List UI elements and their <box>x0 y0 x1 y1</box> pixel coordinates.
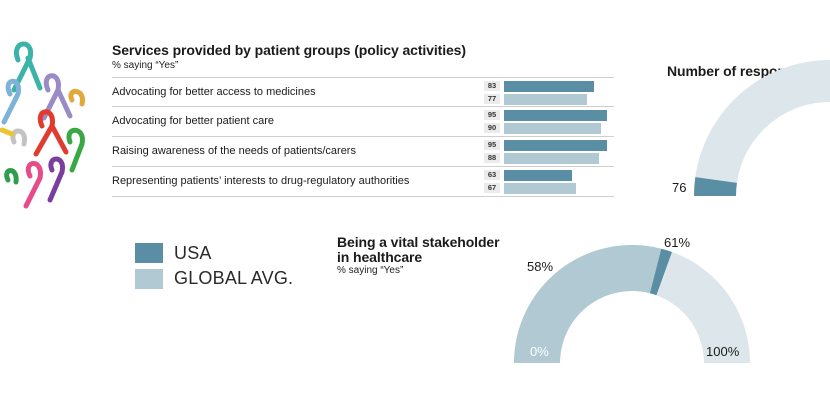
legend-global-label: GLOBAL AVG. <box>174 268 294 288</box>
stakeholder-title-line1: Being a vital stakeholder <box>337 234 500 250</box>
category-label: Advocating for better access to medicine… <box>112 86 316 98</box>
stakeholder-gauge-global <box>514 244 662 363</box>
bar-usa <box>504 170 573 181</box>
stakeholder-max-label: 100% <box>706 344 740 359</box>
bar-global <box>504 123 602 134</box>
legend-usa-swatch <box>135 243 163 263</box>
divider <box>112 136 614 137</box>
data-value-label: 83 <box>484 81 500 91</box>
legend-usa-label: USA <box>174 243 212 263</box>
bar-usa <box>504 140 607 151</box>
data-value-label: 63 <box>484 170 500 180</box>
stakeholder-gauge-usa <box>649 248 672 296</box>
divider <box>112 166 614 167</box>
stakeholder-subtitle: % saying “Yes” <box>337 265 404 276</box>
gauge-marker-usa <box>694 177 737 196</box>
responses-value-label: 76 <box>672 180 687 195</box>
bar-usa <box>504 81 594 92</box>
divider <box>112 196 614 197</box>
data-value-label: 95 <box>484 110 500 120</box>
stakeholder-global-label: 58% <box>527 259 554 274</box>
data-value-label: 95 <box>484 140 500 150</box>
data-value-label: 88 <box>484 153 500 163</box>
category-label: Representing patients’ interests to drug… <box>112 175 410 187</box>
bar-usa <box>504 110 607 121</box>
category-label: Advocating for better patient care <box>112 115 275 127</box>
awareness-ribbons-decoration <box>0 41 85 209</box>
stakeholder-title: Being a vital stakeholder in healthcare <box>337 234 500 265</box>
bar-global <box>504 94 588 105</box>
stakeholder-title-line2: in healthcare <box>337 249 423 265</box>
bar-global <box>504 183 577 194</box>
bar-global <box>504 153 600 164</box>
legend-global-swatch <box>135 269 163 289</box>
stakeholder-min-label: 0% <box>530 344 549 359</box>
services-subtitle: % saying “Yes” <box>112 60 179 71</box>
divider <box>112 77 614 78</box>
data-value-label: 67 <box>484 183 500 193</box>
stakeholder-usa-label: 61% <box>664 235 691 250</box>
category-label: Raising awareness of the needs of patien… <box>112 145 356 157</box>
services-title: Services provided by patient groups (pol… <box>112 42 466 58</box>
divider <box>112 106 614 107</box>
data-value-label: 77 <box>484 94 500 104</box>
data-value-label: 90 <box>484 123 500 133</box>
gauge-track <box>694 60 830 196</box>
